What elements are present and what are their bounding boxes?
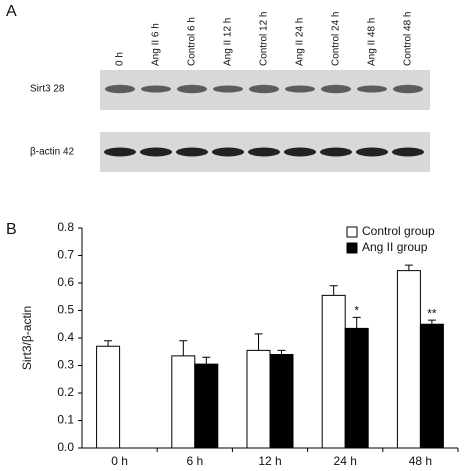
lane-label: Control 6 h <box>187 17 198 66</box>
blot-band <box>249 84 279 94</box>
blot-band <box>248 147 280 157</box>
significance-label: * <box>354 304 359 318</box>
y-tick-label: 0.1 <box>57 413 74 427</box>
lane-label: 0 h <box>115 52 126 66</box>
y-tick-label: 0.8 <box>57 220 74 234</box>
blot-band <box>141 85 171 93</box>
lane-label: Control 12 h <box>259 12 270 66</box>
bar <box>269 354 294 449</box>
y-axis-label: Sirt3/β-actin <box>20 306 34 370</box>
y-tick-label: 0.4 <box>57 330 74 344</box>
error-bar <box>104 340 113 347</box>
lane-label: Ang II 48 h <box>367 18 378 66</box>
panel-label: A <box>6 3 17 20</box>
y-tick-label: 0.3 <box>57 358 74 372</box>
x-tick-label: 0 h <box>111 454 128 468</box>
blot-band <box>284 147 316 157</box>
blot-band <box>140 147 172 157</box>
y-tick-label: 0.5 <box>57 303 74 317</box>
blot-band <box>356 147 388 157</box>
y-tick-label: 0.2 <box>57 385 74 399</box>
row-label: Sirt3 28 <box>30 84 65 95</box>
panel-label: B <box>6 221 17 238</box>
error-bar <box>202 356 211 365</box>
bar <box>96 345 121 449</box>
lane-label: Control 48 h <box>403 12 414 66</box>
blot-band <box>321 84 351 94</box>
blot-band <box>105 84 135 94</box>
y-tick-label: 0.6 <box>57 275 74 289</box>
error-bar <box>277 349 286 355</box>
blot-band <box>285 85 315 93</box>
significance-label: ** <box>427 306 437 320</box>
blot-band <box>320 147 352 157</box>
blot-band <box>213 85 243 93</box>
blot-band <box>104 147 136 157</box>
y-tick-label: 0.0 <box>57 440 74 454</box>
y-tick-label: 0.7 <box>57 248 74 262</box>
blot-band <box>177 84 207 94</box>
row-label: β-actin 42 <box>30 147 75 158</box>
lane-label: Ang II 24 h <box>295 18 306 66</box>
lane-label: Ang II 6 h <box>151 23 162 66</box>
legend-label: Ang II group <box>362 240 428 254</box>
blot-band <box>392 147 424 157</box>
error-bar <box>404 264 413 271</box>
blot-band <box>176 147 208 157</box>
legend-label: Control group <box>362 224 435 238</box>
x-tick-label: 6 h <box>186 454 203 468</box>
blot-band <box>357 85 387 93</box>
x-tick-label: 24 h <box>334 454 357 468</box>
error-bar <box>427 319 436 325</box>
blot-band <box>212 147 244 157</box>
bar <box>344 327 369 449</box>
legend-swatch <box>346 226 358 238</box>
bar <box>171 355 196 449</box>
error-bar <box>179 340 188 356</box>
bar <box>321 294 346 449</box>
error-bar <box>254 333 263 351</box>
bar <box>419 323 444 449</box>
bar <box>194 363 219 449</box>
error-bar <box>352 316 361 329</box>
lane-label: Control 24 h <box>331 12 342 66</box>
error-bar <box>329 285 338 296</box>
legend-swatch <box>346 242 358 254</box>
x-tick-label: 48 h <box>409 454 432 468</box>
lane-label: Ang II 12 h <box>223 18 234 66</box>
x-tick-label: 12 h <box>258 454 281 468</box>
blot-band <box>393 84 423 94</box>
bar <box>396 270 421 449</box>
bar <box>246 349 271 449</box>
